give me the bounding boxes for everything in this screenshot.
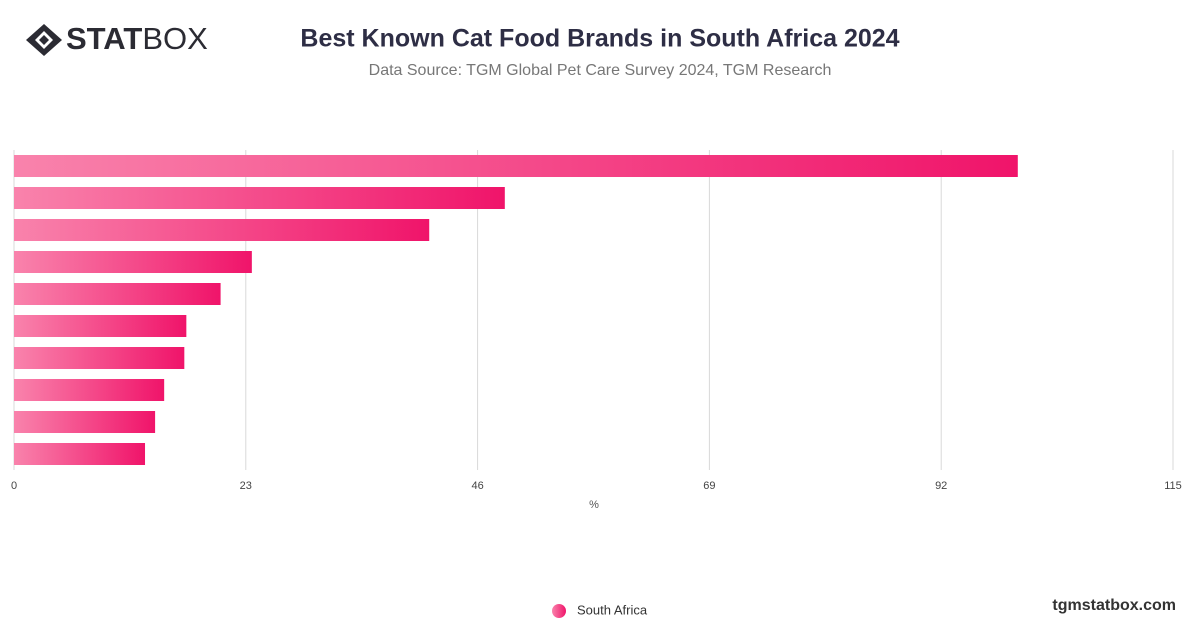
logo: STATBOX xyxy=(26,21,208,56)
bar xyxy=(14,251,252,273)
bar xyxy=(14,347,185,369)
logo-bold: STAT xyxy=(66,21,142,56)
legend-label: South Africa xyxy=(577,602,648,617)
bar xyxy=(14,315,187,337)
x-tick-label: 23 xyxy=(240,480,252,492)
x-tick-label: 46 xyxy=(471,480,483,492)
x-tick-label: 69 xyxy=(703,480,715,492)
bar xyxy=(14,283,221,305)
logo-text-bold: STATBOX xyxy=(66,21,208,56)
chart-title: Best Known Cat Food Brands in South Afri… xyxy=(300,25,899,53)
site-url: tgmstatbox.com xyxy=(1052,597,1176,614)
bar xyxy=(14,443,146,465)
logo-light: BOX xyxy=(142,21,208,56)
bar xyxy=(14,155,1018,177)
chart-subtitle: Data Source: TGM Global Pet Care Survey … xyxy=(369,62,832,79)
x-tick-label: 92 xyxy=(935,480,947,492)
x-tick-label: 0 xyxy=(11,480,17,492)
bar xyxy=(14,411,156,433)
x-axis-label: % xyxy=(589,499,599,511)
bar xyxy=(14,379,165,401)
bar xyxy=(14,219,430,241)
bar xyxy=(14,187,505,209)
logo-icon-core xyxy=(39,35,49,45)
x-tick-label: 115 xyxy=(1164,480,1182,492)
legend-marker xyxy=(552,604,566,618)
